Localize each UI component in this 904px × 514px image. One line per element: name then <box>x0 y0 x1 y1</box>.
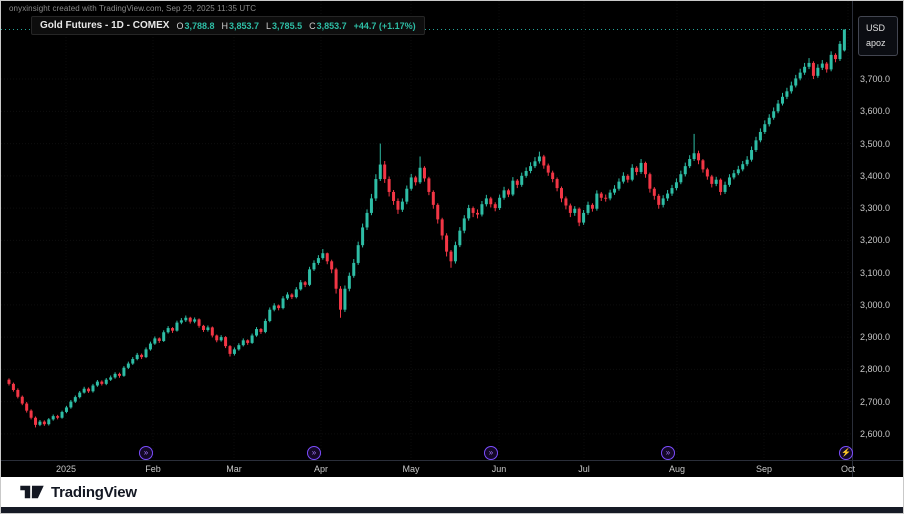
lightning-marker-icon[interactable]: ⚡ <box>839 446 853 460</box>
fast-forward-glyph: » <box>488 448 494 457</box>
lightning-glyph: ⚡ <box>841 448 851 457</box>
time-label: May <box>402 464 420 474</box>
price-label: 2,600.0 <box>860 428 891 439</box>
time-label: Oct <box>840 464 856 474</box>
price-unit-badge: USD apoz <box>858 16 898 56</box>
fast-forward-marker-icon[interactable]: » <box>661 446 675 460</box>
symbol-title: Gold Futures - 1D - COMEX <box>40 20 170 31</box>
fast-forward-glyph: » <box>143 448 149 457</box>
time-label: 2025 <box>55 464 77 474</box>
price-label: 3,500.0 <box>860 138 891 149</box>
time-label: Jun <box>491 464 507 474</box>
legend-change: +44.7 (+1.17%) <box>353 20 416 31</box>
price-label: 2,900.0 <box>860 332 891 343</box>
bottom-bar <box>1 507 903 513</box>
price-label: 3,700.0 <box>860 74 891 85</box>
time-label: Mar <box>226 464 242 474</box>
price-axis-border <box>852 1 853 477</box>
time-label: Feb <box>145 464 161 474</box>
fast-forward-marker-icon[interactable]: » <box>139 446 153 460</box>
price-label: 2,800.0 <box>860 364 891 375</box>
unit-currency: USD <box>866 23 886 33</box>
time-label: Jul <box>578 464 590 474</box>
fast-forward-marker-icon[interactable]: » <box>484 446 498 460</box>
symbol-legend: Gold Futures - 1D - COMEX O3,788.8 H3,85… <box>31 16 425 35</box>
legend-low: L3,785.5 <box>266 20 303 31</box>
legend-open: O3,788.8 <box>176 20 215 31</box>
tradingview-logo[interactable]: TradingView <box>19 483 137 501</box>
time-label: Aug <box>668 464 686 474</box>
fast-forward-glyph: » <box>665 448 671 457</box>
price-label: 3,400.0 <box>860 170 891 181</box>
legend-close: C3,853.7 <box>309 20 347 31</box>
watermark-text: onyxinsight created with TradingView.com… <box>9 4 257 13</box>
tradingview-logo-text: TradingView <box>51 483 137 501</box>
time-axis-border <box>1 460 903 461</box>
price-label: 3,300.0 <box>860 203 891 214</box>
price-label: 3,000.0 <box>860 299 891 310</box>
price-axis[interactable]: USD apoz 3,700.0 3,600.0 3,500.0 3,400.0 3,3… <box>853 1 903 460</box>
price-label: 3,200.0 <box>860 235 891 246</box>
time-label: Sep <box>755 464 773 474</box>
price-label: 3,100.0 <box>860 267 891 278</box>
price-label: 3,600.0 <box>860 106 891 117</box>
chart-plot-area[interactable] <box>1 1 852 460</box>
time-label: Apr <box>313 464 329 474</box>
tradingview-logo-icon <box>20 485 44 499</box>
footer-bar: TradingView <box>1 477 903 507</box>
candlestick-chart[interactable] <box>1 1 852 460</box>
fast-forward-glyph: » <box>311 448 317 457</box>
time-axis[interactable]: 2025 Feb Mar Apr May Jun Jul Aug Sep Oct <box>1 461 903 477</box>
fast-forward-marker-icon[interactable]: » <box>307 446 321 460</box>
legend-high: H3,853.7 <box>221 20 260 31</box>
unit-measure: apoz <box>866 38 886 48</box>
price-label: 2,700.0 <box>860 396 891 407</box>
